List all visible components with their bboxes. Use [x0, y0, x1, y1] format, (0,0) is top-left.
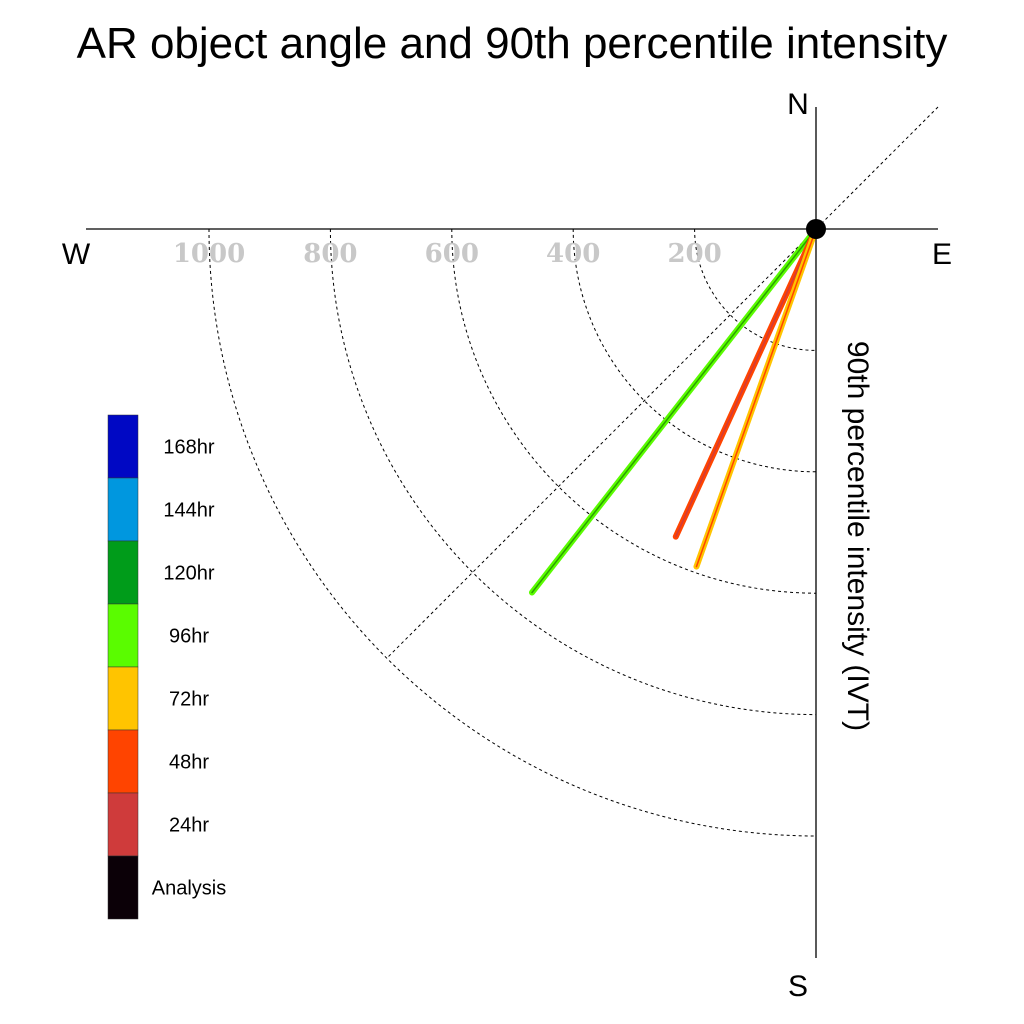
legend-swatch-24hr — [107, 792, 139, 857]
series-lines — [528, 226, 819, 596]
origin-marker — [806, 219, 826, 239]
legend-label-24hr: 24hr — [169, 815, 209, 837]
radial-tick-label-400: 400 — [546, 239, 600, 269]
series-line-core-96hr — [531, 228, 817, 594]
legend-label-72hr: 72hr — [169, 689, 209, 711]
radial-tick-labels: 200 400 600 800 1000 — [173, 239, 722, 269]
grid-diagonal — [386, 106, 939, 659]
grid-arc-800 — [329, 228, 817, 716]
legend-label-144hr: 144hr — [163, 500, 214, 522]
series-line-core-72hr — [695, 228, 817, 568]
legend-swatch-120hr — [107, 540, 139, 605]
radial-tick-label-1000: 1000 — [173, 239, 245, 269]
radial-tick-label-200: 200 — [667, 239, 721, 269]
legend-label-96hr: 96hr — [169, 626, 209, 648]
grid-arc-200 — [694, 228, 817, 351]
legend: 168hr 144hr 120hr 96hr 72hr 48hr 24hr Analysis — [107, 414, 226, 920]
chart-title: AR object angle and 90th percentile inte… — [77, 19, 948, 68]
legend-label-analysis: Analysis — [152, 878, 226, 900]
legend-label-48hr: 48hr — [169, 752, 209, 774]
compass-west-label: W — [62, 238, 91, 271]
radial-tick-label-600: 600 — [425, 239, 479, 269]
legend-swatch-144hr — [107, 477, 139, 542]
legend-label-168hr: 168hr — [163, 437, 214, 459]
grid-arc-1000 — [208, 228, 817, 837]
legend-swatch-168hr — [107, 414, 139, 479]
radial-tick-label-800: 800 — [303, 239, 357, 269]
legend-swatch-96hr — [107, 603, 139, 668]
grid-arc-400 — [572, 228, 817, 473]
grid-arc-600 — [451, 228, 817, 594]
legend-label-120hr: 120hr — [163, 563, 214, 585]
compass-north-label: N — [787, 88, 809, 121]
legend-swatch-analysis — [107, 855, 139, 920]
compass-east-label: E — [932, 238, 952, 271]
y-axis-label: 90th percentile intensity (IVT) — [841, 341, 874, 731]
compass-south-label: S — [788, 970, 808, 1003]
legend-swatch-48hr — [107, 729, 139, 794]
legend-swatch-72hr — [107, 666, 139, 731]
series-line-core-48hr — [675, 228, 817, 538]
radial-grid — [208, 106, 939, 837]
